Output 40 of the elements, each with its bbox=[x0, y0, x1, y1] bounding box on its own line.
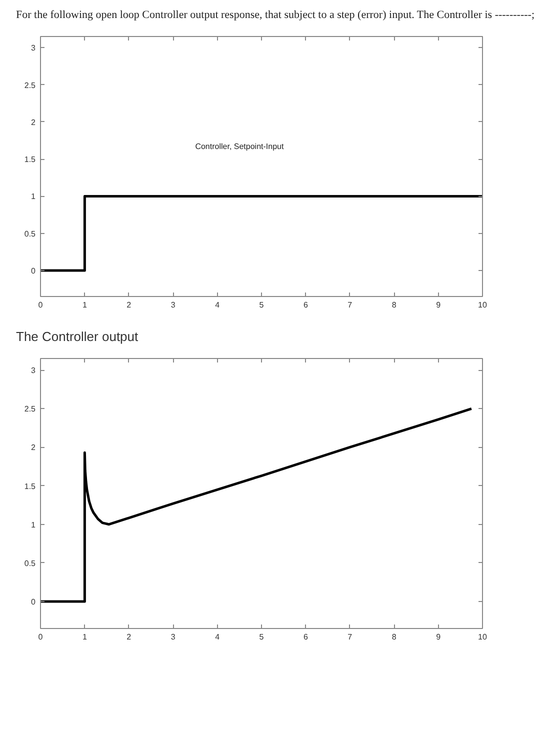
x-tick-label: 8 bbox=[392, 632, 397, 642]
y-tick-label: 2.5 bbox=[24, 80, 36, 90]
x-tick-label: 2 bbox=[126, 632, 132, 642]
x-tick-label: 9 bbox=[436, 300, 442, 310]
x-tick-label: 3 bbox=[170, 300, 176, 310]
x-tick-label: 5 bbox=[259, 300, 264, 310]
y-tick-label: 0.5 bbox=[24, 559, 36, 568]
x-tick-label: 7 bbox=[348, 300, 353, 310]
x-tick-label: 8 bbox=[392, 300, 397, 310]
y-tick-label: 1.5 bbox=[24, 154, 36, 164]
x-tick-label: 6 bbox=[303, 300, 308, 310]
x-tick-label: 10 bbox=[478, 300, 488, 310]
chart-title: For the following open loop Controller output response, that subject to a step (error) input. The Controller is ----------; bbox=[16, 8, 535, 23]
x-tick-label: 1 bbox=[82, 632, 88, 642]
x-tick-label: 0 bbox=[38, 300, 44, 310]
y-tick-label: 3 bbox=[31, 43, 36, 52]
x-tick-label: 4 bbox=[215, 632, 220, 642]
x-tick-label: 3 bbox=[170, 632, 176, 642]
y-tick-label: 1.5 bbox=[24, 482, 36, 492]
line-series bbox=[40, 408, 473, 604]
y-tick-label: 2 bbox=[31, 118, 36, 127]
y-tick-label: 2.5 bbox=[24, 404, 36, 414]
x-tick-label: 4 bbox=[215, 300, 220, 310]
y-tick-label: 3 bbox=[31, 366, 36, 376]
x-tick-label: 0 bbox=[38, 632, 44, 642]
x-tick-label: 10 bbox=[478, 632, 488, 642]
y-tick-label: 0 bbox=[31, 266, 36, 276]
y-tick-label: 1 bbox=[31, 520, 36, 530]
y-tick-label: 0.5 bbox=[24, 229, 36, 238]
x-tick-label: 2 bbox=[126, 300, 132, 310]
x-tick-label: 6 bbox=[303, 632, 308, 642]
x-tick-label: 5 bbox=[259, 632, 264, 642]
chart-title: The Controller output bbox=[16, 328, 138, 346]
x-tick-label: 9 bbox=[436, 632, 442, 642]
x-tick-label: 7 bbox=[348, 632, 353, 642]
x-tick-label: 1 bbox=[82, 300, 88, 310]
y-tick-label: 1 bbox=[31, 192, 36, 201]
annotation: Controller, Setpoint-Input bbox=[195, 142, 284, 151]
y-tick-label: 0 bbox=[31, 598, 36, 607]
y-tick-label: 2 bbox=[31, 443, 36, 452]
